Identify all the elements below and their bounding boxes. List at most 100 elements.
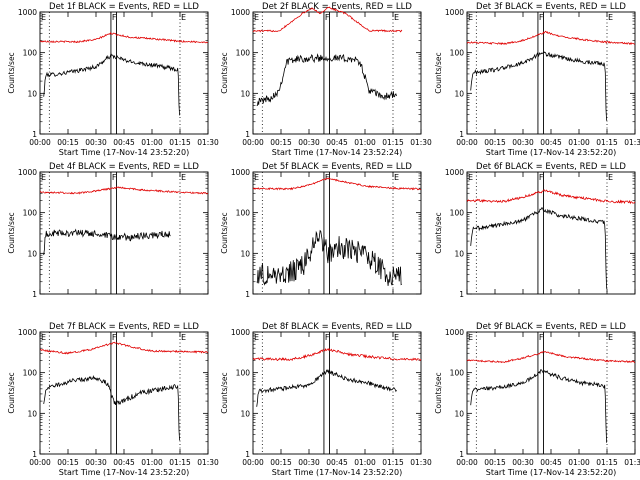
- marker-label: F: [325, 333, 330, 342]
- series-line-lld: [39, 31, 208, 44]
- y-tick-label: 100: [450, 49, 465, 58]
- chart-title: Det 3f BLACK = Events, RED = LLD: [476, 2, 626, 12]
- x-axis-label: Start Time (17-Nov-14 23:52:20): [59, 468, 189, 477]
- series-line-events: [470, 207, 607, 289]
- marker-label: E: [41, 173, 46, 182]
- y-tick-label: 1000: [18, 328, 37, 337]
- marker-label: F: [112, 333, 117, 342]
- x-tick-label: 00:45: [113, 458, 135, 467]
- series-line-events: [256, 53, 397, 107]
- plot-frame: [466, 11, 636, 135]
- marker-label: E: [181, 173, 186, 182]
- y-tick-label: 10: [454, 249, 464, 258]
- x-tick-label: 00:30: [298, 458, 320, 467]
- x-tick-label: 01:15: [169, 138, 191, 147]
- plot-frame: [252, 331, 422, 455]
- chart-title: Det 6f BLACK = Events, RED = LLD: [476, 162, 626, 172]
- chart-title: Det 2f BLACK = Events, RED = LLD: [262, 2, 412, 12]
- y-tick-label: 1000: [231, 328, 250, 337]
- x-tick-label: 00:30: [512, 458, 534, 467]
- y-tick-label: 1000: [231, 168, 250, 177]
- y-tick-label: 1: [459, 130, 464, 139]
- y-tick-label: 100: [450, 209, 465, 218]
- marker-label: F: [325, 173, 330, 182]
- y-axis-label: Counts/sec: [220, 372, 229, 413]
- series-line-lld: [466, 189, 636, 205]
- marker-label: F: [112, 13, 117, 22]
- y-axis-label: Counts/sec: [434, 52, 443, 93]
- x-tick-label: 00:00: [242, 458, 264, 467]
- marker-label: F: [112, 173, 117, 182]
- x-tick-label: 01:00: [568, 138, 590, 147]
- plot-frame: [466, 171, 636, 295]
- marker-label: E: [394, 173, 399, 182]
- y-tick-label: 1: [459, 290, 464, 299]
- x-tick-label: 01:30: [624, 458, 640, 467]
- x-axis-label: Start Time (17-Nov-14 23:52:24): [272, 148, 402, 157]
- x-axis-label: Start Time (17-Nov-14 23:52:20): [59, 148, 189, 157]
- series-line-events: [470, 50, 607, 121]
- chart-title: Det 5f BLACK = Events, RED = LLD: [262, 162, 412, 172]
- x-tick-label: 01:00: [568, 458, 590, 467]
- x-tick-label: 00:00: [456, 138, 478, 147]
- y-tick-label: 1: [459, 450, 464, 459]
- marker-label: F: [325, 13, 330, 22]
- marker-label: E: [394, 333, 399, 342]
- x-tick-label: 00:45: [540, 458, 562, 467]
- marker-label: E: [181, 13, 186, 22]
- x-tick-label: 00:45: [113, 138, 135, 147]
- series-line-lld: [466, 30, 635, 46]
- series-line-lld: [252, 6, 403, 33]
- x-tick-label: 00:45: [326, 458, 348, 467]
- x-axis-label: Start Time (17-Nov-14 23:52:20): [272, 468, 402, 477]
- marker-label: E: [608, 13, 613, 22]
- x-tick-label: 01:15: [596, 458, 618, 467]
- y-tick-label: 100: [23, 209, 38, 218]
- marker-label: E: [254, 173, 259, 182]
- y-tick-label: 1: [32, 130, 37, 139]
- x-axis-label: Start Time (17-Nov-14 23:52:20): [486, 148, 616, 157]
- y-tick-label: 10: [240, 89, 250, 98]
- y-axis-label: Counts/sec: [434, 372, 443, 413]
- x-tick-label: 00:30: [85, 458, 107, 467]
- x-tick-label: 01:15: [382, 138, 404, 147]
- y-axis-label: Counts/sec: [7, 372, 16, 413]
- y-tick-label: 1000: [231, 8, 250, 17]
- y-tick-label: 100: [23, 49, 38, 58]
- x-tick-label: 00:30: [512, 138, 534, 147]
- plot-frame: [252, 11, 422, 135]
- x-tick-label: 01:30: [410, 138, 432, 147]
- marker-label: E: [254, 13, 259, 22]
- x-tick-label: 00:15: [270, 138, 292, 147]
- x-tick-label: 01:15: [596, 138, 618, 147]
- x-tick-label: 01:30: [410, 458, 432, 467]
- plot-frame: [466, 331, 636, 455]
- marker-label: E: [394, 13, 399, 22]
- y-tick-label: 100: [236, 209, 251, 218]
- x-tick-label: 01:30: [197, 138, 219, 147]
- marker-label: F: [539, 333, 544, 342]
- y-axis-label: Counts/sec: [7, 52, 16, 93]
- chart-title: Det 1f BLACK = Events, RED = LLD: [49, 2, 199, 12]
- y-tick-label: 1: [245, 130, 250, 139]
- y-axis-label: Counts/sec: [220, 212, 229, 253]
- y-tick-label: 100: [236, 49, 251, 58]
- chart-title: Det 7f BLACK = Events, RED = LLD: [49, 322, 199, 332]
- y-tick-label: 1: [245, 450, 250, 459]
- x-tick-label: 00:00: [29, 138, 51, 147]
- x-tick-label: 01:00: [354, 458, 376, 467]
- y-tick-label: 10: [240, 249, 250, 258]
- x-tick-label: 00:30: [298, 138, 320, 147]
- marker-label: E: [468, 173, 473, 182]
- series-line-lld: [252, 347, 422, 362]
- marker-label: E: [608, 333, 613, 342]
- x-tick-label: 01:30: [197, 458, 219, 467]
- plot-frame: [39, 11, 209, 135]
- y-tick-label: 10: [240, 409, 250, 418]
